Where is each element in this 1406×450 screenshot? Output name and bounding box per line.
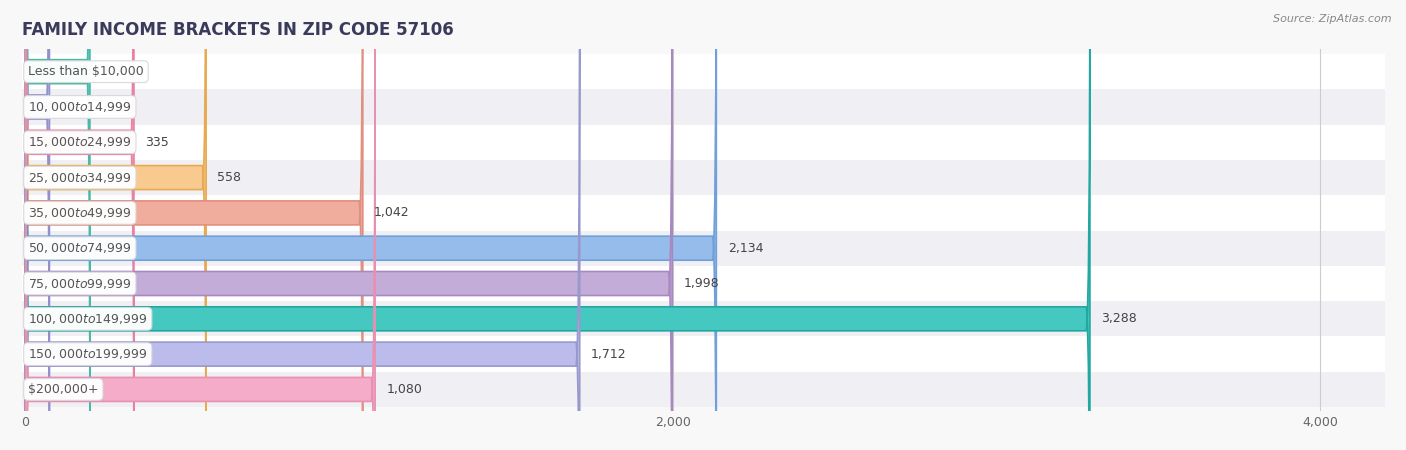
FancyBboxPatch shape	[25, 0, 134, 450]
Bar	[22, 195, 1385, 230]
Text: 1,712: 1,712	[591, 347, 627, 360]
Text: $75,000 to $99,999: $75,000 to $99,999	[28, 276, 132, 291]
Bar	[22, 160, 1385, 195]
Text: Source: ZipAtlas.com: Source: ZipAtlas.com	[1274, 14, 1392, 23]
Text: 3,288: 3,288	[1101, 312, 1137, 325]
FancyBboxPatch shape	[25, 0, 49, 450]
FancyBboxPatch shape	[25, 0, 90, 450]
Text: $50,000 to $74,999: $50,000 to $74,999	[28, 241, 132, 255]
Text: 1,080: 1,080	[387, 383, 422, 396]
Text: 2,134: 2,134	[728, 242, 763, 255]
Bar	[22, 54, 1385, 89]
Text: $15,000 to $24,999: $15,000 to $24,999	[28, 135, 132, 149]
Bar	[22, 337, 1385, 372]
Bar	[22, 301, 1385, 337]
FancyBboxPatch shape	[25, 0, 672, 450]
Text: 558: 558	[218, 171, 242, 184]
Bar	[22, 230, 1385, 266]
Text: 199: 199	[101, 65, 125, 78]
Bar	[22, 89, 1385, 125]
Text: $35,000 to $49,999: $35,000 to $49,999	[28, 206, 132, 220]
FancyBboxPatch shape	[25, 0, 716, 450]
FancyBboxPatch shape	[25, 0, 375, 450]
Text: $150,000 to $199,999: $150,000 to $199,999	[28, 347, 148, 361]
Text: FAMILY INCOME BRACKETS IN ZIP CODE 57106: FAMILY INCOME BRACKETS IN ZIP CODE 57106	[22, 21, 454, 39]
Text: Less than $10,000: Less than $10,000	[28, 65, 143, 78]
Bar	[22, 125, 1385, 160]
Text: $25,000 to $34,999: $25,000 to $34,999	[28, 171, 132, 184]
FancyBboxPatch shape	[25, 0, 1090, 450]
Text: 1,998: 1,998	[683, 277, 720, 290]
Text: $10,000 to $14,999: $10,000 to $14,999	[28, 100, 132, 114]
Bar	[22, 372, 1385, 407]
FancyBboxPatch shape	[25, 0, 579, 450]
Text: 1,042: 1,042	[374, 207, 409, 220]
Text: $200,000+: $200,000+	[28, 383, 98, 396]
Text: $100,000 to $149,999: $100,000 to $149,999	[28, 312, 148, 326]
Bar	[22, 266, 1385, 301]
FancyBboxPatch shape	[25, 0, 363, 450]
Text: 74: 74	[60, 100, 77, 113]
FancyBboxPatch shape	[25, 0, 207, 450]
Text: 335: 335	[145, 136, 169, 149]
